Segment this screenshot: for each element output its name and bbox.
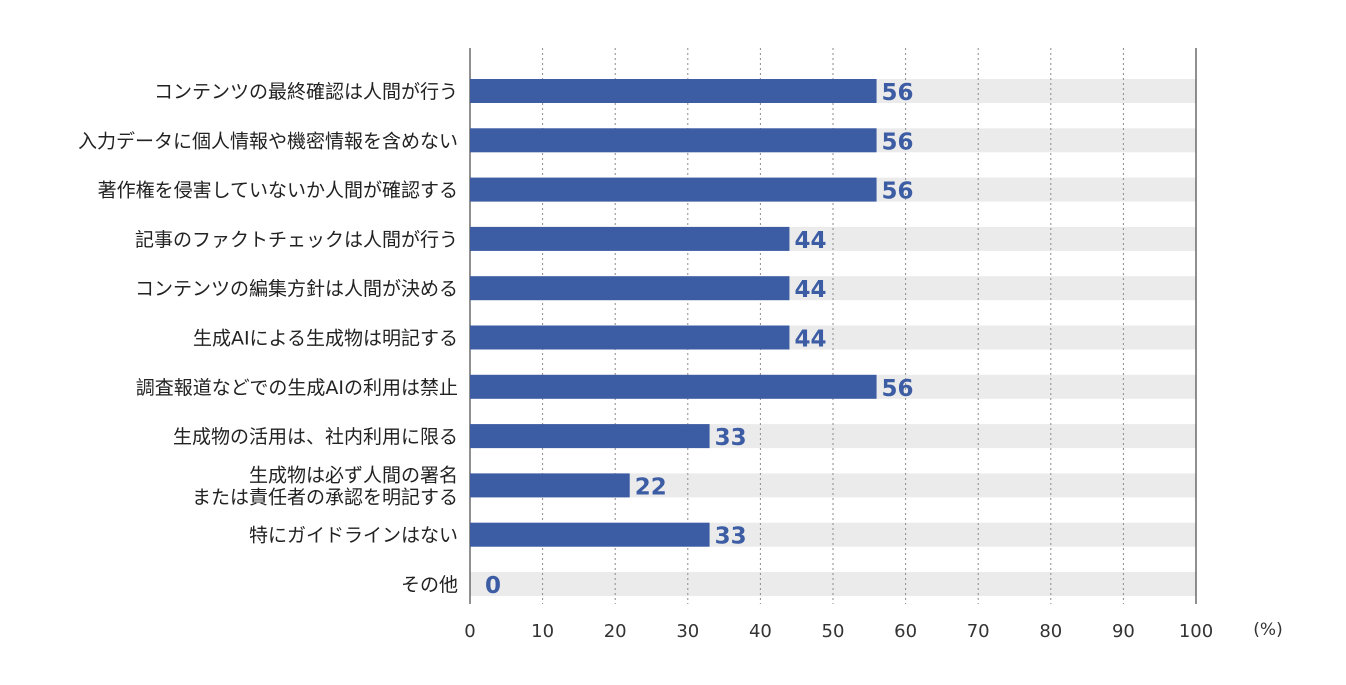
x-tick-label: 70 xyxy=(967,621,990,642)
value-label: 0 xyxy=(485,573,501,599)
value-label: 44 xyxy=(794,277,826,303)
category-label: または責任者の承認を明記する xyxy=(192,486,458,508)
bar xyxy=(470,424,710,449)
x-tick-label: 20 xyxy=(604,621,627,642)
x-tick-label: 90 xyxy=(1112,621,1135,642)
value-label: 22 xyxy=(635,474,667,500)
x-tick-label: 10 xyxy=(531,621,554,642)
unit-label: (%) xyxy=(1253,620,1282,640)
x-tick-label: 100 xyxy=(1179,621,1213,642)
bars xyxy=(470,79,877,547)
value-label: 33 xyxy=(715,524,747,550)
category-label: コンテンツの編集方針は人間が決める xyxy=(135,278,458,300)
value-labels: 56 56 56 44 44 44 56 33 22 33 0 xyxy=(485,80,914,599)
x-tick-label: 60 xyxy=(894,621,917,642)
bar xyxy=(470,325,790,350)
x-axis-ticks: 0 10 20 30 40 50 60 70 80 90 100 xyxy=(464,621,1213,642)
x-tick-label: 30 xyxy=(676,621,699,642)
category-label: 記事のファクトチェックは人間が行う xyxy=(135,229,458,251)
x-tick-label: 0 xyxy=(464,621,475,642)
bar xyxy=(470,473,630,498)
value-label: 56 xyxy=(882,179,914,205)
category-label: その他 xyxy=(401,574,458,596)
bar xyxy=(470,226,790,251)
value-label: 33 xyxy=(715,425,747,451)
x-tick-label: 40 xyxy=(749,621,772,642)
bar xyxy=(470,128,877,153)
value-label: 56 xyxy=(882,129,914,155)
category-label: コンテンツの最終確認は人間が行う xyxy=(154,81,458,103)
bar xyxy=(470,177,877,202)
category-label: 生成AIによる生成物は明記する xyxy=(193,328,458,350)
bar xyxy=(470,374,877,399)
category-label: 生成物は必ず人間の署名 xyxy=(249,464,458,486)
bar xyxy=(470,276,790,301)
category-label: 著作権を侵害していないか人間が確認する xyxy=(98,180,458,202)
value-label: 56 xyxy=(882,80,914,106)
value-label: 44 xyxy=(794,228,826,254)
bar xyxy=(470,79,877,103)
x-tick-label: 50 xyxy=(822,621,845,642)
category-label: 調査報道などでの生成AIの利用は禁止 xyxy=(136,377,458,399)
value-label: 44 xyxy=(794,327,826,353)
category-label: 生成物の活用は、社内利用に限る xyxy=(173,426,458,448)
x-tick-label: 80 xyxy=(1039,621,1062,642)
category-label: 特にガイドラインはない xyxy=(249,525,458,547)
category-labels: コンテンツの最終確認は人間が行う入力データに個人情報や機密情報を含めない著作権を… xyxy=(78,81,458,596)
bar xyxy=(470,522,710,547)
value-label: 56 xyxy=(882,376,914,402)
category-label: 入力データに個人情報や機密情報を含めない xyxy=(78,130,458,152)
